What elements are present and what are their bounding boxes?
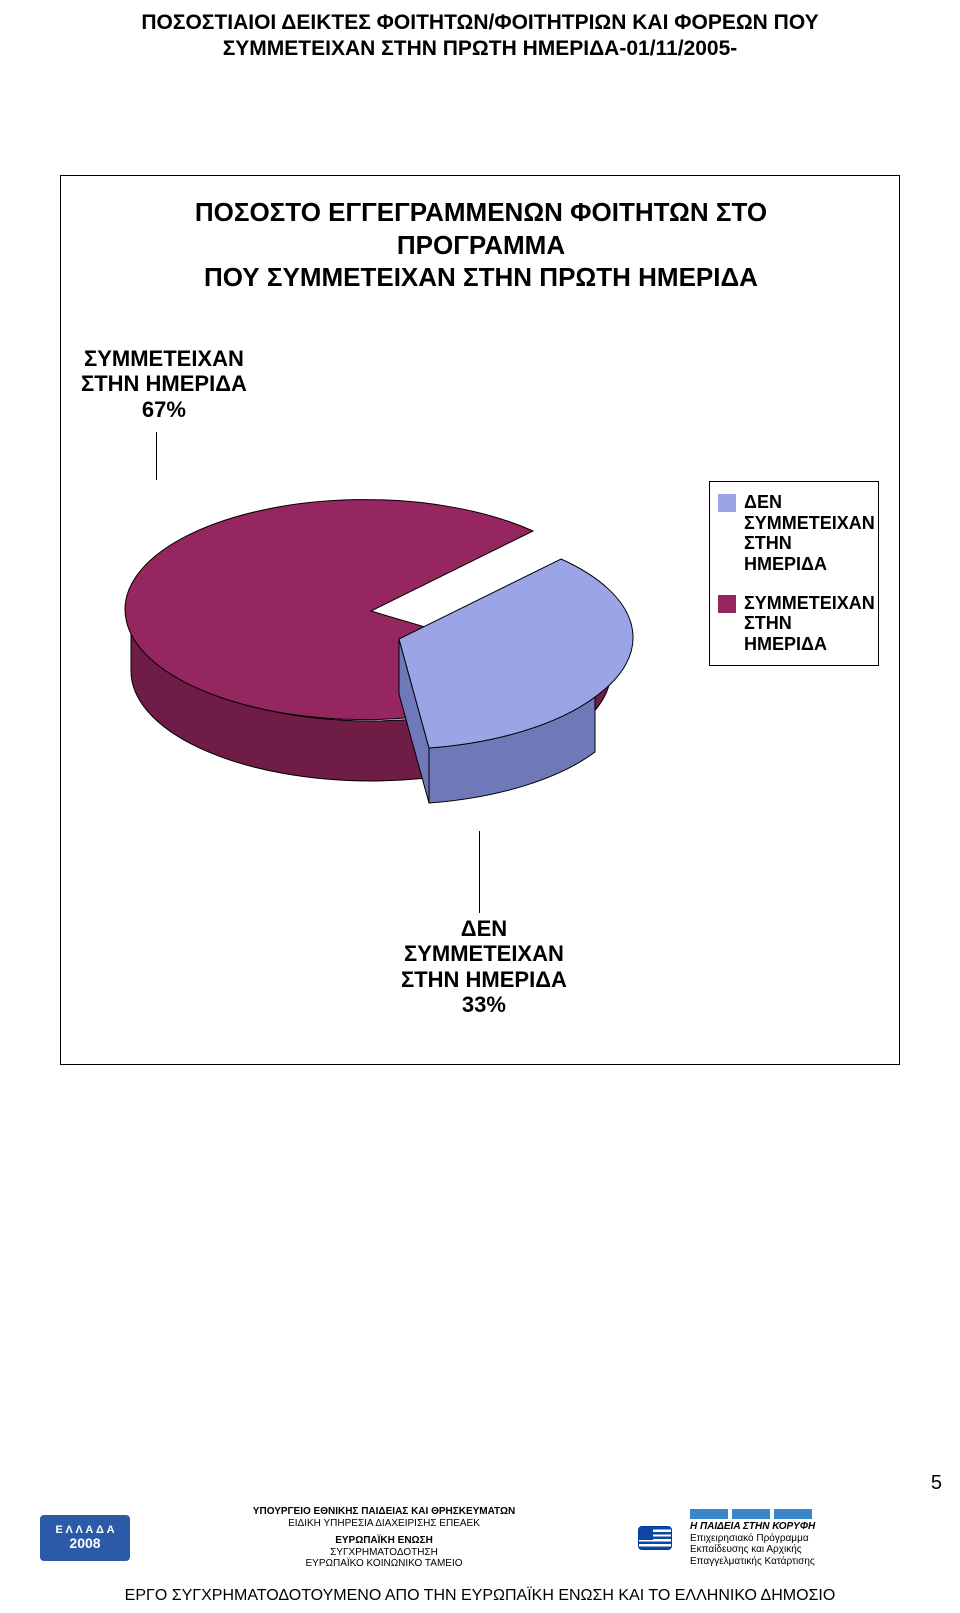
legend-text: ΣΥΜΜΕΤΕΙΧΑΝ ΣΤΗΝ ΗΜΕΡΙΔΑ	[744, 593, 875, 655]
programme-line: Εκπαίδευσης και Αρχικής	[690, 1544, 920, 1556]
logo-ellada-2008: Ε Λ Λ Α Δ Α 2008	[40, 1515, 130, 1561]
eu-line: ΣΥΓΧΡΗΜΑΤΟΔΟΤΗΣΗ	[148, 1547, 620, 1559]
pie-chart	[101, 441, 661, 821]
legend-text: ΔΕΝ ΣΥΜΜΕΤΕΙΧΑΝ ΣΤΗΝ ΗΜΕΡΙΔΑ	[744, 492, 875, 575]
programme-header: Η ΠΑΙΔΕΙΑ ΣΤΗΝ ΚΟΡΥΦΗ	[690, 1521, 920, 1533]
pie-top-not-participated	[399, 559, 633, 748]
slice-label-participated-l1: ΣΥΜΜΕΤΕΙΧΑΝ	[84, 346, 244, 371]
legend-swatch	[718, 494, 736, 512]
page-title-line2: ΣΥΜΜΕΤΕΙΧΑΝ ΣΤΗΝ ΠΡΩΤΗ ΗΜΕΡΙΔΑ-01/11/200…	[40, 36, 920, 62]
slice-label-np-l1: ΔΕΝ	[461, 916, 507, 941]
chart-title: ΠΟΣΟΣΤΟ ΕΓΓΕΓΡΑΜΜΕΝΩΝ ΦΟΙΤΗΤΩΝ ΣΤΟ ΠΡΟΓΡ…	[131, 196, 831, 294]
legend-line: ΣΤΗΝ	[744, 613, 792, 633]
legend-item: ΣΥΜΜΕΤΕΙΧΑΝ ΣΤΗΝ ΗΜΕΡΙΔΑ	[718, 593, 870, 655]
eu-line: ΕΥΡΩΠΑΪΚΗ ΕΝΩΣΗ	[148, 1535, 620, 1547]
ministry-block: ΥΠΟΥΡΓΕΙΟ ΕΘΝΙΚΗΣ ΠΑΙΔΕΙΑΣ ΚΑΙ ΘΡΗΣΚΕΥΜΑ…	[148, 1506, 620, 1570]
slice-label-np-pct: 33%	[401, 992, 567, 1017]
slice-label-participated-l2: ΣΤΗΝ ΗΜΕΡΙΔΑ	[81, 371, 247, 396]
ministry-line: ΥΠΟΥΡΓΕΙΟ ΕΘΝΙΚΗΣ ΠΑΙΔΕΙΑΣ ΚΑΙ ΘΡΗΣΚΕΥΜΑ…	[148, 1506, 620, 1518]
slice-label-np-l3: ΣΤΗΝ ΗΜΕΡΙΔΑ	[401, 967, 567, 992]
footer-logos: Ε Λ Λ Α Δ Α 2008 ΥΠΟΥΡΓΕΙΟ ΕΘΝΙΚΗΣ ΠΑΙΔΕ…	[40, 1503, 920, 1573]
legend: ΔΕΝ ΣΥΜΜΕΤΕΙΧΑΝ ΣΤΗΝ ΗΜΕΡΙΔΑ ΣΥΜΜΕΤΕΙΧΑΝ…	[709, 481, 879, 666]
greek-flag-icon	[638, 1526, 672, 1550]
ministry-line: ΕΙΔΙΚΗ ΥΠΗΡΕΣΙΑ ΔΙΑΧΕΙΡΙΣΗΣ ΕΠΕΑΕΚ	[148, 1518, 620, 1530]
chart-frame: ΠΟΣΟΣΤΟ ΕΓΓΕΓΡΑΜΜΕΝΩΝ ΦΟΙΤΗΤΩΝ ΣΤΟ ΠΡΟΓΡ…	[60, 175, 900, 1065]
page-title: ΠΟΣΟΣΤΙΑΙΟΙ ΔΕΙΚΤΕΣ ΦΟΙΤΗΤΩΝ/ΦΟΙΤΗΤΡΙΩΝ …	[0, 0, 960, 63]
programme-block: Η ΠΑΙΔΕΙΑ ΣΤΗΝ ΚΟΡΥΦΗ Επιχειρησιακό Πρόγ…	[690, 1509, 920, 1567]
legend-line: ΗΜΕΡΙΔΑ	[744, 634, 827, 654]
leader-line	[479, 831, 480, 913]
slice-label-not-participated: ΔΕΝ ΣΥΜΜΕΤΕΙΧΑΝ ΣΤΗΝ ΗΜΕΡΙΔΑ 33%	[401, 916, 567, 1017]
chart-title-line2: ΠΟΥ ΣΥΜΜΕΤΕΙΧΑΝ ΣΤΗΝ ΠΡΩΤΗ ΗΜΕΡΙΔΑ	[131, 261, 831, 294]
funding-line: ΕΡΓΟ ΣΥΓΧΡΗΜΑΤΟΔΟΤΟΥΜΕΝΟ ΑΠΟ ΤΗΝ ΕΥΡΩΠΑΪ…	[0, 1587, 960, 1605]
slice-label-np-l2: ΣΥΜΜΕΤΕΙΧΑΝ	[404, 941, 564, 966]
pie-svg	[101, 441, 661, 821]
programme-line: Επιχειρησιακό Πρόγραμμα	[690, 1533, 920, 1545]
logo-text: 2008	[69, 1536, 100, 1551]
legend-item: ΔΕΝ ΣΥΜΜΕΤΕΙΧΑΝ ΣΤΗΝ ΗΜΕΡΙΔΑ	[718, 492, 870, 575]
legend-line: ΔΕΝ	[744, 492, 782, 512]
legend-swatch	[718, 595, 736, 613]
programme-line: Επαγγελματικής Κατάρτισης	[690, 1556, 920, 1568]
page-number: 5	[931, 1472, 942, 1495]
page-title-line1: ΠΟΣΟΣΤΙΑΙΟΙ ΔΕΙΚΤΕΣ ΦΟΙΤΗΤΩΝ/ΦΟΙΤΗΤΡΙΩΝ …	[40, 10, 920, 36]
slice-label-participated: ΣΥΜΜΕΤΕΙΧΑΝ ΣΤΗΝ ΗΜΕΡΙΔΑ 67%	[81, 346, 247, 422]
legend-line: ΣΥΜΜΕΤΕΙΧΑΝ	[744, 513, 875, 533]
eu-line: ΕΥΡΩΠΑΪΚΟ ΚΟΙΝΩΝΙΚΟ ΤΑΜΕΙΟ	[148, 1558, 620, 1570]
footer: 5 Ε Λ Λ Α Δ Α 2008 ΥΠΟΥΡΓΕΙΟ ΕΘΝΙΚΗΣ ΠΑΙ…	[0, 1463, 960, 1613]
legend-line: ΣΤΗΝ	[744, 533, 792, 553]
legend-line: ΗΜΕΡΙΔΑ	[744, 554, 827, 574]
pie-slice-not-participated	[399, 559, 633, 803]
legend-line: ΣΥΜΜΕΤΕΙΧΑΝ	[744, 593, 875, 613]
chart-title-line1: ΠΟΣΟΣΤΟ ΕΓΓΕΓΡΑΜΜΕΝΩΝ ΦΟΙΤΗΤΩΝ ΣΤΟ ΠΡΟΓΡ…	[131, 196, 831, 261]
slice-label-participated-pct: 67%	[81, 397, 247, 422]
